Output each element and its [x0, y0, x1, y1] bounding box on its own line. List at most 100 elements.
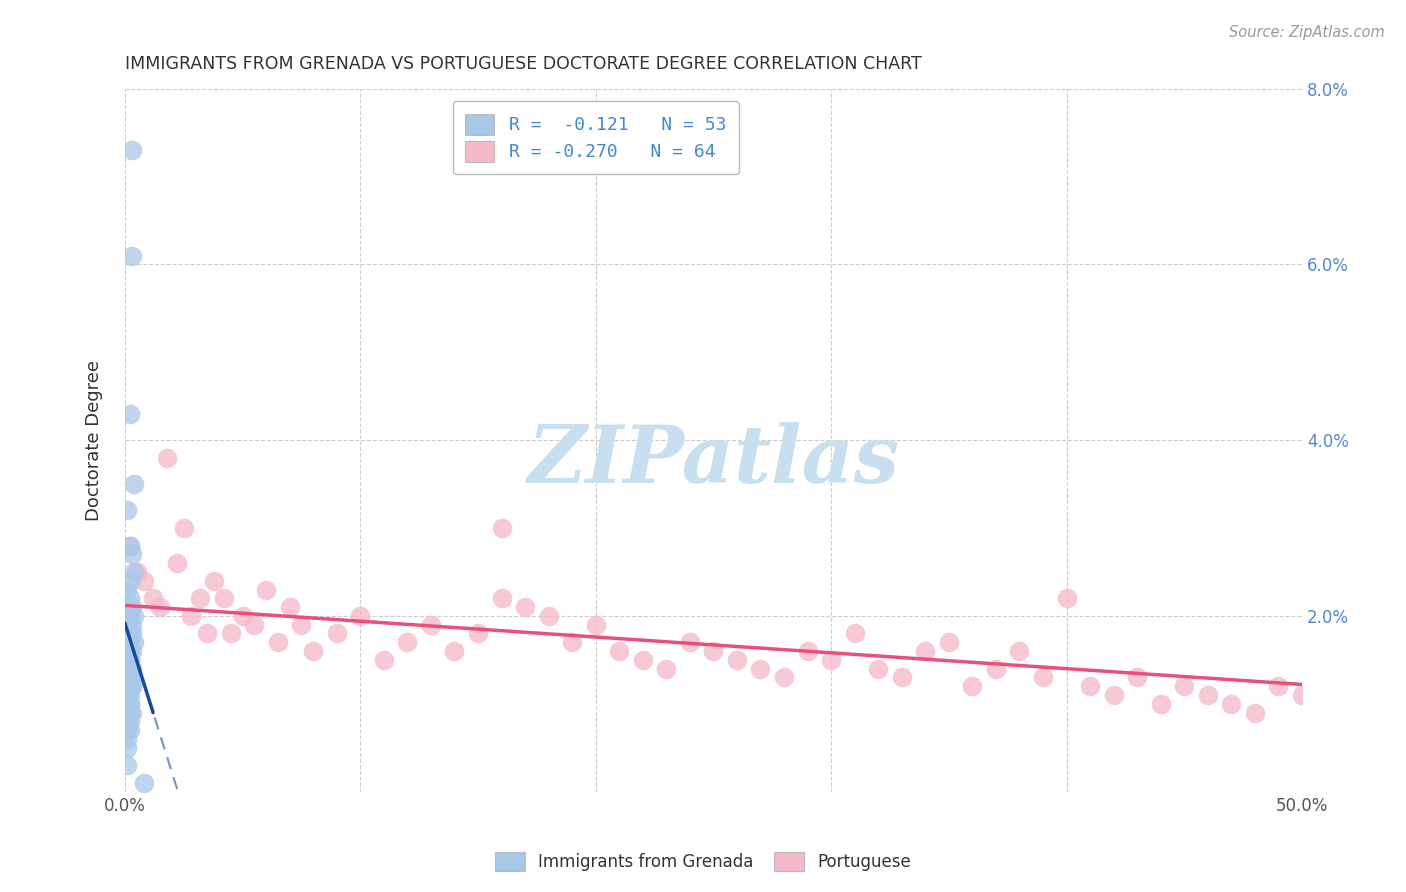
Point — [115, 697, 138, 711]
Point — [195, 626, 218, 640]
Point — [118, 662, 141, 676]
Point — [115, 662, 138, 676]
Point — [121, 548, 143, 562]
Point — [118, 714, 141, 729]
Point — [132, 776, 155, 790]
Point — [122, 608, 145, 623]
Point — [115, 688, 138, 702]
Point — [585, 617, 607, 632]
Point — [121, 143, 143, 157]
Point — [1078, 679, 1101, 693]
Point — [122, 565, 145, 579]
Point — [513, 600, 536, 615]
Point — [118, 608, 141, 623]
Y-axis label: Doctorate Degree: Doctorate Degree — [86, 359, 103, 521]
Point — [115, 740, 138, 755]
Point — [1126, 670, 1149, 684]
Point — [118, 635, 141, 649]
Point — [156, 450, 179, 465]
Text: IMMIGRANTS FROM GRENADA VS PORTUGUESE DOCTORATE DEGREE CORRELATION CHART: IMMIGRANTS FROM GRENADA VS PORTUGUESE DO… — [125, 55, 921, 73]
Point — [254, 582, 277, 597]
Point — [984, 662, 1007, 676]
Point — [561, 635, 583, 649]
Point — [1291, 688, 1313, 702]
Point — [118, 591, 141, 606]
Point — [267, 635, 290, 649]
Point — [118, 679, 141, 693]
Point — [121, 679, 143, 693]
Point — [121, 670, 143, 684]
Point — [232, 608, 254, 623]
Point — [219, 626, 242, 640]
Point — [349, 608, 371, 623]
Point — [115, 723, 138, 738]
Point — [890, 670, 912, 684]
Point — [820, 653, 842, 667]
Point — [1267, 679, 1289, 693]
Point — [115, 582, 138, 597]
Point — [443, 644, 465, 658]
Point — [396, 635, 419, 649]
Point — [121, 626, 143, 640]
Point — [122, 477, 145, 491]
Point — [115, 635, 138, 649]
Point — [118, 688, 141, 702]
Point — [118, 697, 141, 711]
Point — [115, 714, 138, 729]
Point — [115, 653, 138, 667]
Point — [118, 539, 141, 553]
Point — [243, 617, 266, 632]
Point — [115, 688, 138, 702]
Point — [1244, 706, 1267, 720]
Point — [655, 662, 678, 676]
Point — [290, 617, 312, 632]
Point — [467, 626, 489, 640]
Point — [118, 574, 141, 588]
Point — [491, 591, 513, 606]
Point — [796, 644, 818, 658]
Point — [121, 644, 143, 658]
Point — [725, 653, 748, 667]
Point — [149, 600, 172, 615]
Point — [844, 626, 866, 640]
Point — [121, 679, 143, 693]
Point — [749, 662, 772, 676]
Point — [188, 591, 211, 606]
Point — [1150, 697, 1173, 711]
Point — [702, 644, 724, 658]
Point — [121, 662, 143, 676]
Point — [1197, 688, 1219, 702]
Text: Source: ZipAtlas.com: Source: ZipAtlas.com — [1229, 25, 1385, 40]
Point — [868, 662, 890, 676]
Point — [118, 644, 141, 658]
Point — [1173, 679, 1195, 693]
Point — [118, 697, 141, 711]
Point — [679, 635, 702, 649]
Point — [180, 608, 202, 623]
Point — [1008, 644, 1031, 658]
Point — [115, 731, 138, 746]
Point — [118, 407, 141, 421]
Point — [773, 670, 796, 684]
Point — [142, 591, 165, 606]
Point — [962, 679, 984, 693]
Point — [373, 653, 395, 667]
Point — [125, 565, 148, 579]
Point — [202, 574, 225, 588]
Point — [115, 758, 138, 772]
Point — [115, 706, 138, 720]
Point — [1032, 670, 1054, 684]
Point — [118, 723, 141, 738]
Point — [115, 679, 138, 693]
Text: ZIPatlas: ZIPatlas — [527, 423, 900, 500]
Point — [132, 574, 155, 588]
Point — [278, 600, 301, 615]
Point — [115, 670, 138, 684]
Point — [121, 249, 143, 263]
Point — [115, 503, 138, 517]
Point — [212, 591, 235, 606]
Point — [1056, 591, 1078, 606]
Point — [607, 644, 630, 658]
Point — [118, 670, 141, 684]
Point — [631, 653, 654, 667]
